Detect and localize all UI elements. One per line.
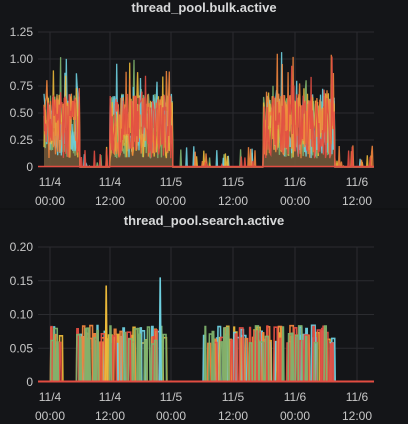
bulk-y-tick: 0: [26, 160, 33, 174]
search-x-tick-time: 12:00: [342, 409, 372, 423]
bulk-x-tick-time: 00:00: [156, 194, 186, 208]
search-active-panel: [0, 210, 408, 424]
search-y-tick: 0.10: [10, 308, 34, 322]
bulk-plot: 1.25 1.00 0.75 0.50 0.25 0 11/4 00:00 11/4 12:00 1…: [10, 25, 374, 208]
search-x-tick-time: 00:00: [156, 409, 186, 423]
search-chart-title[interactable]: thread_pool.search.active: [123, 213, 285, 228]
bulk-x-tick-time: 12:00: [218, 194, 248, 208]
search-x-tick-date: 11/4: [99, 390, 122, 404]
bulk-x-tick-date: 11/6: [346, 175, 369, 189]
search-peak: [158, 277, 162, 383]
search-peak: [104, 285, 108, 383]
search-x-tick-date: 11/4: [39, 390, 62, 404]
bulk-x-tick-date: 11/5: [222, 175, 245, 189]
search-series-line: [49, 325, 328, 383]
search-x-tick-date: 11/6: [284, 390, 307, 404]
bulk-x-tick-date: 11/6: [284, 175, 307, 189]
search-y-tick: 0.20: [10, 240, 34, 254]
bulk-y-tick: 0.25: [10, 133, 34, 147]
bulk-chart-title[interactable]: thread_pool.bulk.active: [131, 0, 277, 15]
bulk-x-tick-date: 11/4: [99, 175, 122, 189]
search-plot: 0.20 0.15 0.10 0.05 0 11/4 00:00 11/4 12:00 11/5 0…: [10, 240, 374, 423]
search-x-tick-date: 11/5: [222, 390, 245, 404]
search-x-tick-time: 12:00: [218, 409, 248, 423]
bulk-x-tick-time: 12:00: [95, 194, 125, 208]
search-x-tick-time: 00:00: [280, 409, 310, 423]
bulk-x-tick-time: 12:00: [342, 194, 372, 208]
search-x-tick-date: 11/6: [346, 390, 369, 404]
bulk-x-tick-time: 00:00: [35, 194, 65, 208]
search-x-tick-time: 00:00: [35, 409, 65, 423]
bulk-y-tick: 1.25: [10, 25, 34, 39]
search-x-tick-date: 11/5: [160, 390, 183, 404]
bulk-y-tick: 0.50: [10, 106, 34, 120]
search-y-tick: 0: [26, 375, 33, 389]
bulk-x-tick-date: 11/5: [160, 175, 183, 189]
bulk-y-tick: 1.00: [10, 52, 34, 66]
bulk-x-tick-date: 11/4: [39, 175, 62, 189]
search-y-tick: 0.05: [10, 341, 34, 355]
bulk-x-tick-time: 00:00: [280, 194, 310, 208]
search-y-tick: 0.15: [10, 274, 34, 288]
bulk-y-tick: 0.75: [10, 79, 34, 93]
search-x-tick-time: 12:00: [95, 409, 125, 423]
